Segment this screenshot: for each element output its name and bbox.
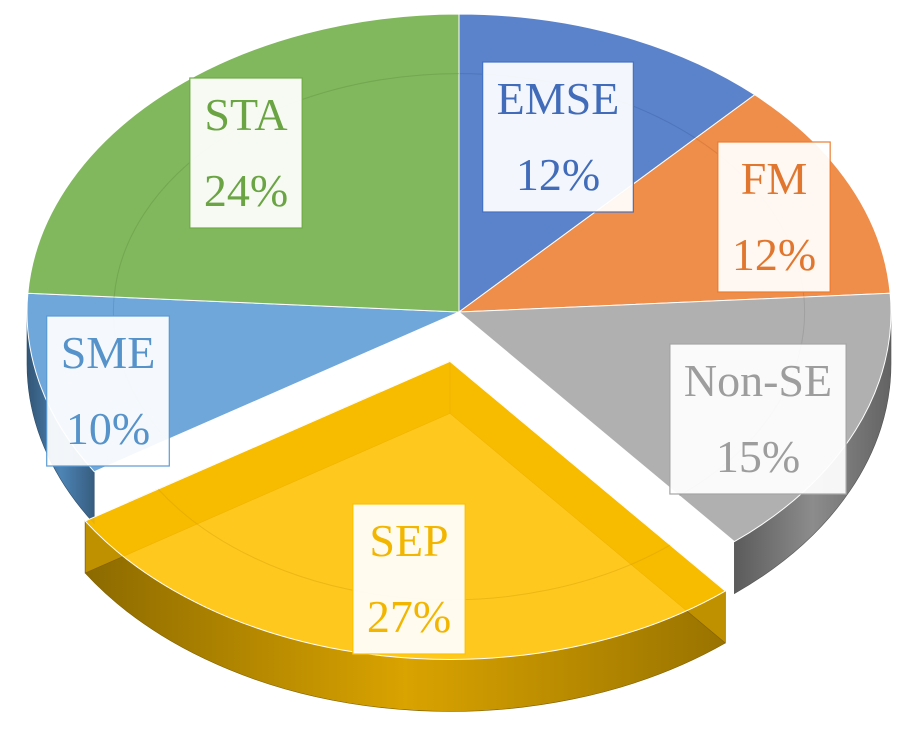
data-label-value-emse: 12% [516, 149, 600, 200]
data-label-name-emse: EMSE [497, 73, 620, 124]
data-label-box-sep [352, 503, 466, 655]
data-label-fm: FM 12% [717, 141, 831, 293]
data-label-box-sme [46, 315, 170, 467]
data-label-non-se: Non-SE 15% [669, 343, 847, 495]
data-label-value-fm: 12% [732, 229, 816, 280]
data-label-value-sme: 10% [66, 403, 150, 454]
data-label-value-non-se: 15% [716, 431, 800, 482]
data-label-box-fm [717, 141, 831, 293]
data-label-name-non-se: Non-SE [684, 355, 832, 406]
data-label-sep: SEP 27% [352, 503, 466, 655]
data-label-value-sep: 27% [367, 591, 451, 642]
data-label-emse: EMSE 12% [482, 61, 634, 213]
data-label-name-sep: SEP [369, 515, 448, 566]
data-label-box-sta [189, 77, 303, 229]
data-label-name-sta: STA [204, 89, 287, 140]
data-label-value-sta: 24% [204, 165, 288, 216]
data-label-box-emse [482, 61, 634, 213]
data-label-name-sme: SME [61, 327, 156, 378]
data-label-sme: SME 10% [46, 315, 170, 467]
data-label-sta: STA 24% [189, 77, 303, 229]
data-labels: EMSE 12% FM 12% Non-SE 15% SEP 27% SME 10% STA 24% [46, 61, 847, 655]
data-label-name-fm: FM [741, 153, 807, 204]
data-label-box-non-se [669, 343, 847, 495]
